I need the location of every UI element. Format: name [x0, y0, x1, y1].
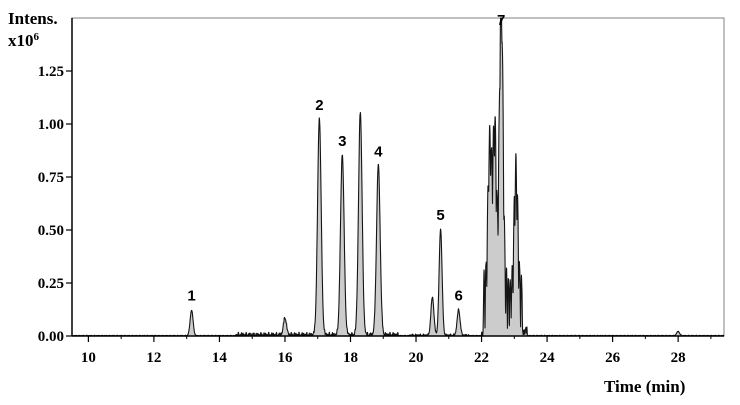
peak-label-1: 1	[187, 288, 195, 305]
x-tick-label: 22	[474, 350, 489, 366]
y-tick-label: 0.50	[38, 223, 64, 239]
y-tick-label: 0.75	[38, 170, 64, 186]
x-tick-label: 18	[343, 350, 358, 366]
x-tick-label: 10	[81, 350, 96, 366]
x-tick-label: 16	[277, 350, 293, 366]
x-tick-label: 28	[671, 350, 686, 366]
y-axis-title-line1: Intens.	[8, 9, 58, 28]
x-axis-title: Time (min)	[604, 377, 685, 396]
y-tick-label: 1.00	[38, 117, 64, 133]
y-axis-title-exponent: 6	[34, 31, 40, 43]
y-tick-label: 0.00	[38, 329, 64, 345]
x-axis-ticks: 10 12 14 16 18 20 22 24 26 28	[81, 336, 712, 366]
peak-labels: 1 2 3 4 5 6 7	[187, 12, 505, 305]
peak-label-3: 3	[338, 133, 346, 150]
plot-frame	[71, 17, 725, 337]
x-tick-label: 12	[146, 350, 161, 366]
peak-label-2: 2	[315, 97, 323, 114]
x-tick-label: 24	[540, 350, 556, 366]
y-tick-label: 0.25	[38, 276, 64, 292]
y-axis-title-base: x10	[8, 31, 34, 50]
x-tick-label: 26	[605, 350, 621, 366]
x-tick-label: 14	[212, 350, 228, 366]
peak-label-4: 4	[374, 143, 383, 160]
peak-label-6: 6	[454, 288, 462, 305]
y-tick-label: 1.25	[38, 64, 64, 80]
peak-label-5: 5	[436, 207, 444, 224]
peak-label-7: 7	[497, 12, 505, 29]
x-tick-label: 20	[409, 350, 424, 366]
y-axis-title-line2: x106	[8, 31, 40, 50]
y-axis-ticks: 0.00 0.25 0.50 0.75 1.00 1.25	[38, 64, 72, 345]
